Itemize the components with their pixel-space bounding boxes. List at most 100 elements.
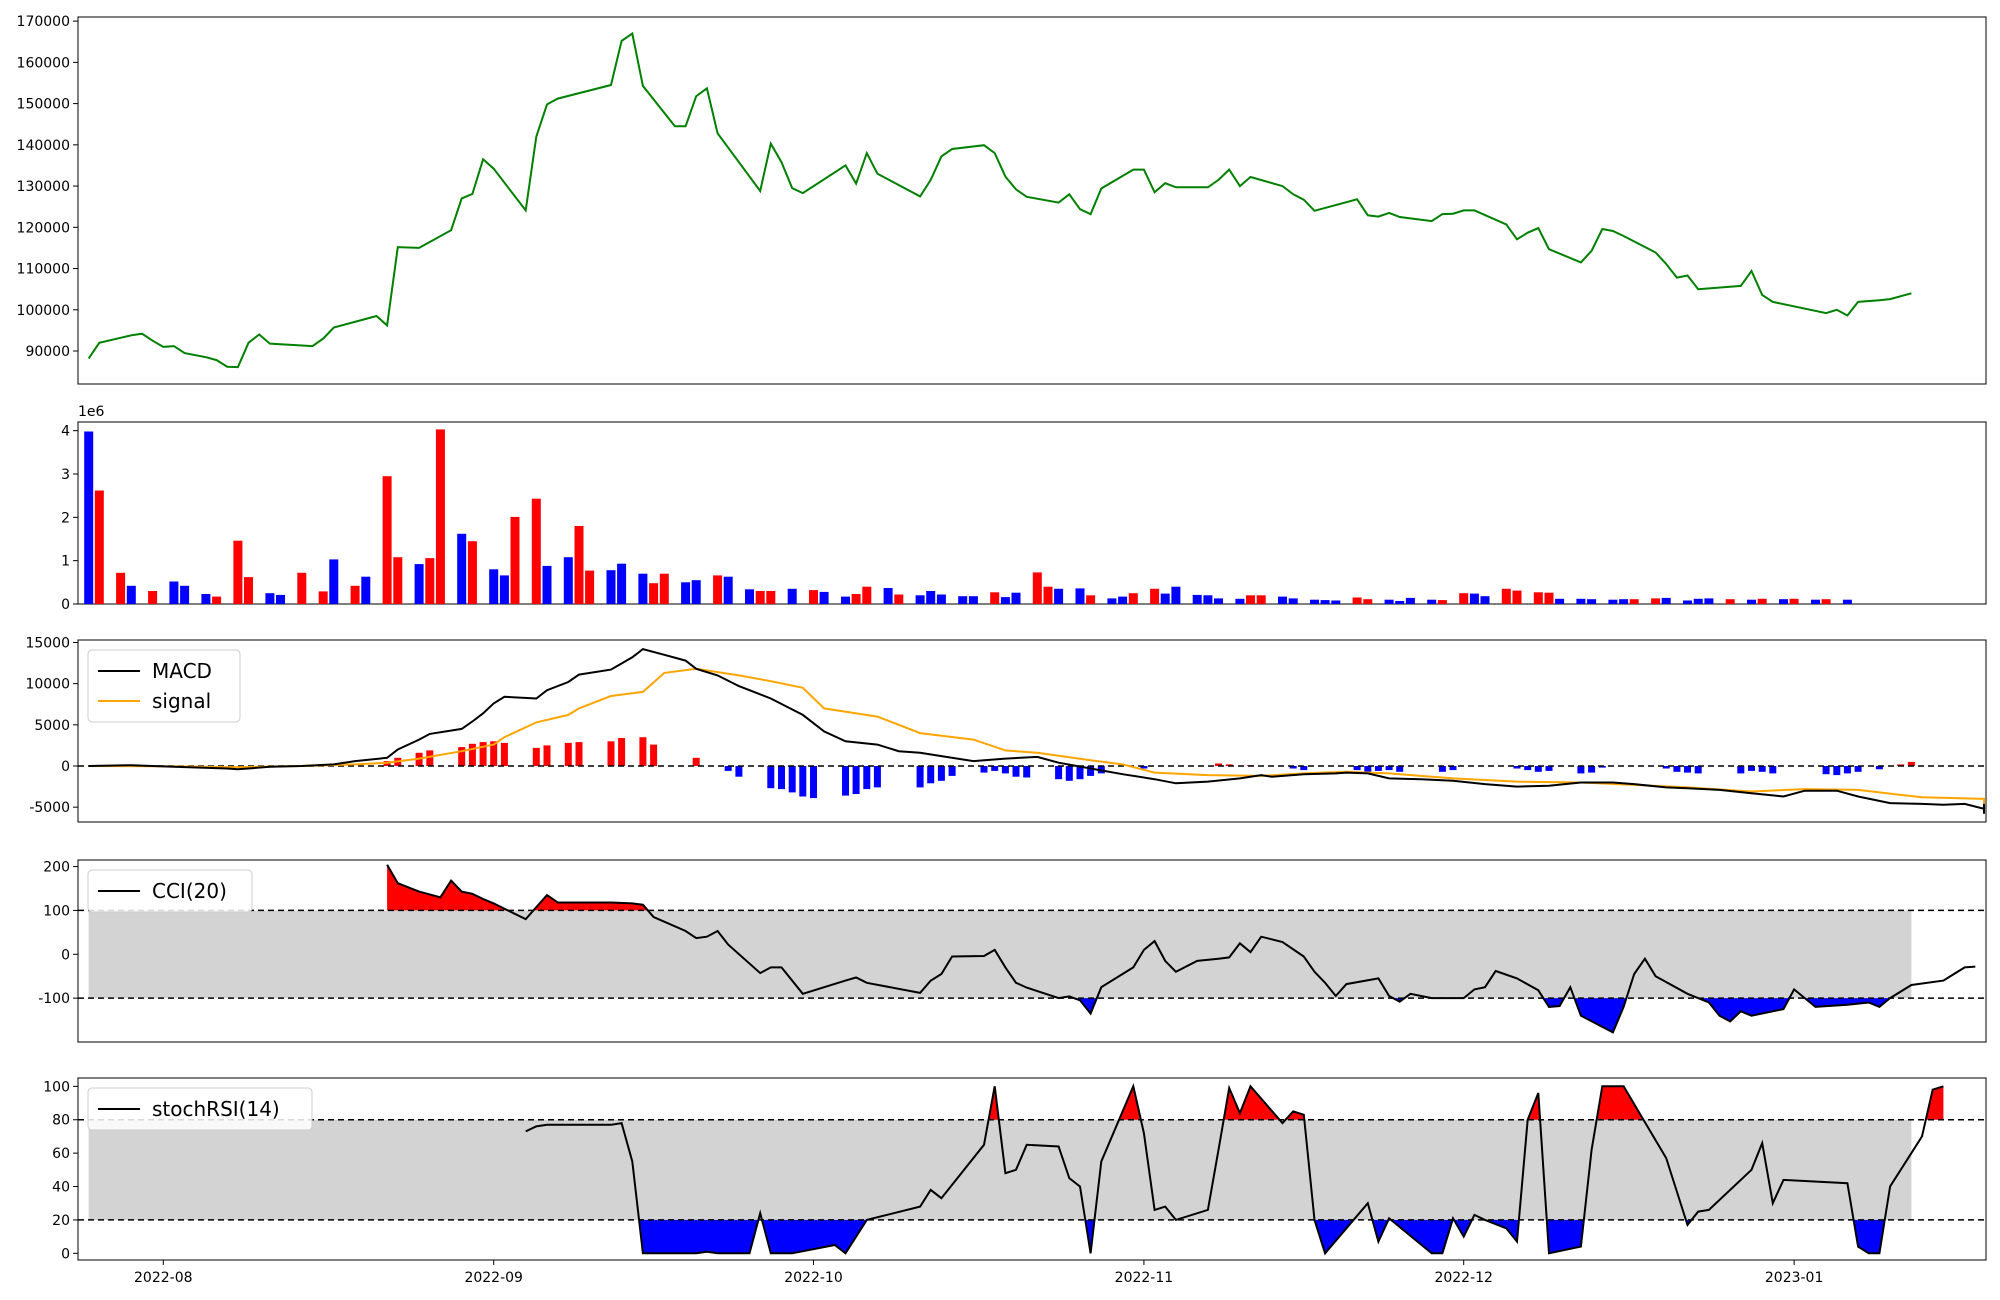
volume-bar (1779, 599, 1788, 604)
volume-bar (318, 591, 328, 604)
volume-bar (1288, 598, 1298, 604)
volume-bar (1086, 595, 1096, 604)
volume-bar (350, 585, 360, 604)
stochrsi-overbought-fill (1223, 1086, 1280, 1120)
price-frame (77, 16, 1987, 385)
volume-bar (382, 476, 392, 604)
volume-bar (958, 596, 968, 604)
volume-bar (1160, 593, 1170, 604)
macd-legend-label: signal (152, 689, 211, 713)
macd-hist-bar (500, 742, 508, 766)
macd-legend: MACD signal (87, 649, 241, 723)
macd-hist-bar (1001, 766, 1009, 774)
volume-bar (1043, 586, 1053, 604)
stochrsi-oversold-fill (762, 1219, 867, 1254)
macd-frame (77, 639, 1987, 823)
volume-bar (894, 594, 904, 604)
volume-bar (1363, 599, 1373, 604)
price-ytick-label: 110000 (17, 262, 70, 278)
macd-hist-bar (1012, 766, 1020, 777)
volume-bar (649, 583, 659, 604)
stochrsi-ytick-label: 100 (43, 1079, 70, 1095)
volume-bar (766, 591, 776, 604)
macd-hist-bar (991, 766, 999, 771)
macd-hist-bar (1524, 766, 1532, 771)
volume-bar (1054, 588, 1064, 604)
volume-bar (414, 564, 424, 604)
macd-hist-bar (1897, 764, 1905, 766)
volume-bar (819, 591, 829, 604)
volume-bar (1619, 599, 1629, 604)
macd-hist-bar (564, 742, 572, 766)
price-line (87, 31, 1912, 369)
volume-bar (1629, 599, 1639, 604)
volume-ytick-label: 4 (61, 424, 70, 440)
macd-hist-bar (650, 744, 658, 766)
volume-bar (691, 580, 701, 604)
volume-bar (1214, 598, 1223, 604)
macd-ytick-label: 15000 (25, 635, 70, 651)
volume-bar (1192, 594, 1202, 604)
macd-hist-bar (1684, 766, 1691, 773)
macd-hist-bar (639, 737, 647, 766)
volume-bar (499, 575, 509, 604)
macd-legend-box (87, 649, 241, 723)
volume-bar (510, 516, 520, 604)
macd-hist-bar (1215, 763, 1222, 766)
volume-bar (1150, 588, 1160, 604)
macd-ytick-label: 5000 (34, 718, 70, 734)
volume-bar (1587, 599, 1597, 604)
volume-bar (169, 581, 179, 604)
macd-hist-bar (479, 742, 487, 766)
volume-bar (1704, 598, 1714, 604)
volume-bar (745, 589, 754, 604)
macd-hist-bar (1598, 766, 1606, 768)
macd-hist-bar (1353, 766, 1361, 771)
volume-bar (1693, 598, 1703, 604)
volume-bar (851, 594, 861, 604)
volume-bar (1032, 572, 1042, 604)
volume-bar (1501, 588, 1511, 604)
stochrsi-legend-label: stochRSI(14) (152, 1097, 280, 1121)
stochrsi-overbought-fill (988, 1086, 999, 1120)
macd-hist-bar (1854, 766, 1862, 772)
macd-hist-bar (532, 747, 540, 766)
macd-ytick-label: 10000 (25, 677, 70, 693)
macd-hist-bar (1076, 766, 1084, 780)
price-ytick-label: 130000 (17, 179, 70, 195)
volume-bar (1811, 599, 1820, 604)
macd-hist-bar (1055, 766, 1063, 780)
macd-hist-bar (778, 766, 785, 790)
macd-hist-bar (724, 766, 732, 771)
cci-neutral-band (88, 910, 1912, 999)
volume-bar (1128, 593, 1138, 604)
cci-ytick-label: -100 (38, 991, 70, 1007)
volume-bar (244, 577, 253, 604)
stochrsi-oversold-fill (1372, 1219, 1389, 1242)
macd-hist-bar (948, 766, 956, 776)
volume-bar (1469, 593, 1479, 604)
cci-ytick-label: 200 (43, 860, 70, 876)
volume-bar (1544, 592, 1554, 604)
volume-bar (926, 591, 936, 604)
macd-hist-bar (618, 738, 626, 766)
volume-bar (915, 595, 925, 604)
volume-bar (1405, 597, 1415, 604)
volume-bar (1459, 593, 1469, 604)
volume-ytick-label: 0 (61, 597, 70, 613)
stochrsi-overbought-fill (1596, 1086, 1644, 1120)
stochrsi-ytick-label: 20 (52, 1213, 70, 1229)
macd-hist-bar (1449, 766, 1457, 771)
volume-bar (723, 576, 733, 604)
macd-hist-bar (863, 766, 871, 790)
macd-line (88, 648, 1985, 814)
price-ytick-label: 170000 (17, 14, 70, 30)
volume-bar (201, 594, 211, 604)
macd-hist-bar (810, 766, 817, 799)
volume-bar (1608, 599, 1618, 604)
volume-bar (1310, 599, 1319, 604)
macd-hist-bar (799, 766, 807, 797)
price-ytick-label: 90000 (25, 344, 70, 360)
x-tick-label: 2022-08 (134, 1270, 193, 1286)
